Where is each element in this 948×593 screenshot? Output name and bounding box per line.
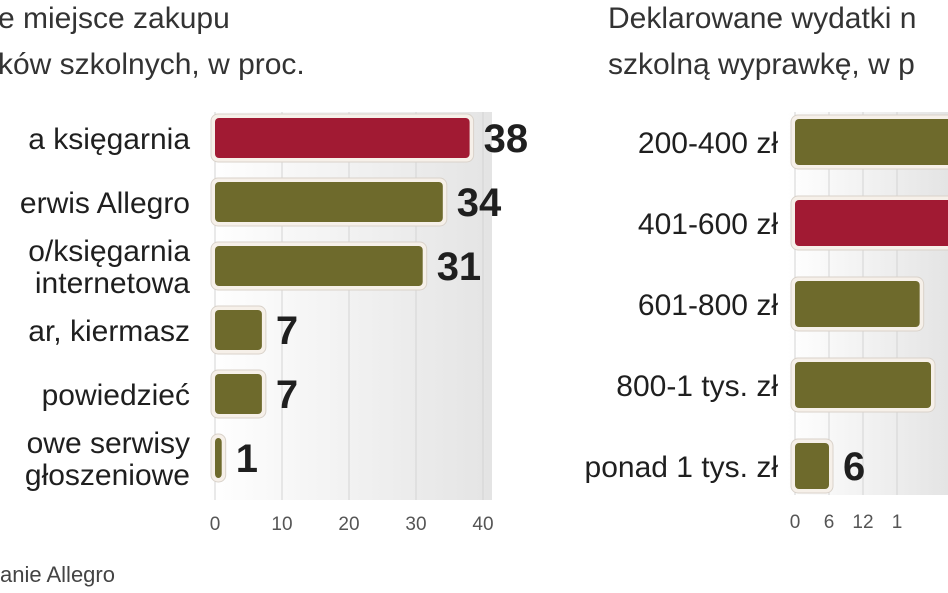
chart-0-value-label: 7	[276, 373, 298, 417]
chart-1-category-label: 401-600 zł	[638, 208, 778, 241]
chart-0-tick-label: 10	[271, 514, 292, 535]
chart-0-bar	[215, 438, 222, 478]
right-bar-chart: 0 6 12 1 200-400 zł 401-600 zł 601-800 zł 800-1…	[585, 112, 948, 533]
chart-1-value-label: 6	[843, 445, 865, 489]
chart-0-category-label: internetowa	[35, 267, 190, 300]
chart-0-category-label: a księgarnia	[28, 123, 190, 156]
chart-0-bar	[215, 310, 262, 350]
chart-0-category-label: erwis Allegro	[20, 187, 190, 220]
chart-0-tick-label: 30	[405, 514, 426, 535]
chart-1-bar	[795, 443, 829, 489]
chart-0-category-label: powiedzieć	[42, 379, 190, 412]
chart-1-tick-label: 12	[852, 512, 873, 533]
chart-0-value-label: 1	[236, 437, 258, 481]
chart-0-category-label: głoszeniowe	[25, 459, 190, 492]
chart-1-tick-label: 6	[824, 512, 835, 533]
chart-1-tick-label: 1	[892, 512, 903, 533]
chart-0-bar	[215, 246, 423, 286]
source-note: anie Allegro	[0, 562, 115, 587]
right-title-line-1: Deklarowane wydatki n	[608, 2, 917, 35]
chart-1-bar	[795, 119, 948, 165]
chart-0-value-label: 34	[457, 181, 502, 225]
chart-1-category-label: 800-1 tys. zł	[616, 370, 778, 403]
chart-1-bar	[795, 362, 931, 408]
chart-0-tick-label: 40	[472, 514, 493, 535]
left-bar-chart: 0 10 20 30 40 a księgarnia 38 erwis Allegro 34 o/…	[20, 112, 528, 535]
chart-1-category-label: 200-400 zł	[638, 127, 778, 160]
chart-0-tick-label: 0	[210, 514, 221, 535]
chart-0-category-label: owe serwisy	[27, 427, 190, 460]
left-chart-title: e miejsce zakupu ków szkolnych, w proc.	[0, 0, 305, 88]
chart-0-value-label: 38	[484, 117, 528, 161]
right-chart-title: Deklarowane wydatki n szkolną wyprawkę, …	[608, 0, 916, 88]
chart-1-bar	[795, 281, 920, 327]
chart-0-tick-label: 20	[338, 514, 359, 535]
chart-0-bar	[215, 374, 262, 414]
right-title-line-2: szkolną wyprawkę, w p	[608, 48, 915, 81]
chart-0-category-label: o/księgarnia	[28, 235, 190, 268]
chart-0-bar	[215, 118, 470, 158]
chart-0-bar	[215, 182, 443, 222]
chart-0-value-label: 31	[437, 245, 482, 289]
chart-1-bar	[795, 200, 948, 246]
chart-0-category-label: ar, kiermasz	[28, 315, 190, 348]
chart-1-category-label: ponad 1 tys. zł	[585, 451, 779, 484]
left-title-line-1: e miejsce zakupu	[0, 2, 230, 35]
left-title-line-2: ków szkolnych, w proc.	[0, 48, 305, 81]
chart-0-value-label: 7	[276, 309, 298, 353]
chart-1-category-label: 601-800 zł	[638, 289, 778, 322]
chart-1-tick-label: 0	[790, 512, 801, 533]
